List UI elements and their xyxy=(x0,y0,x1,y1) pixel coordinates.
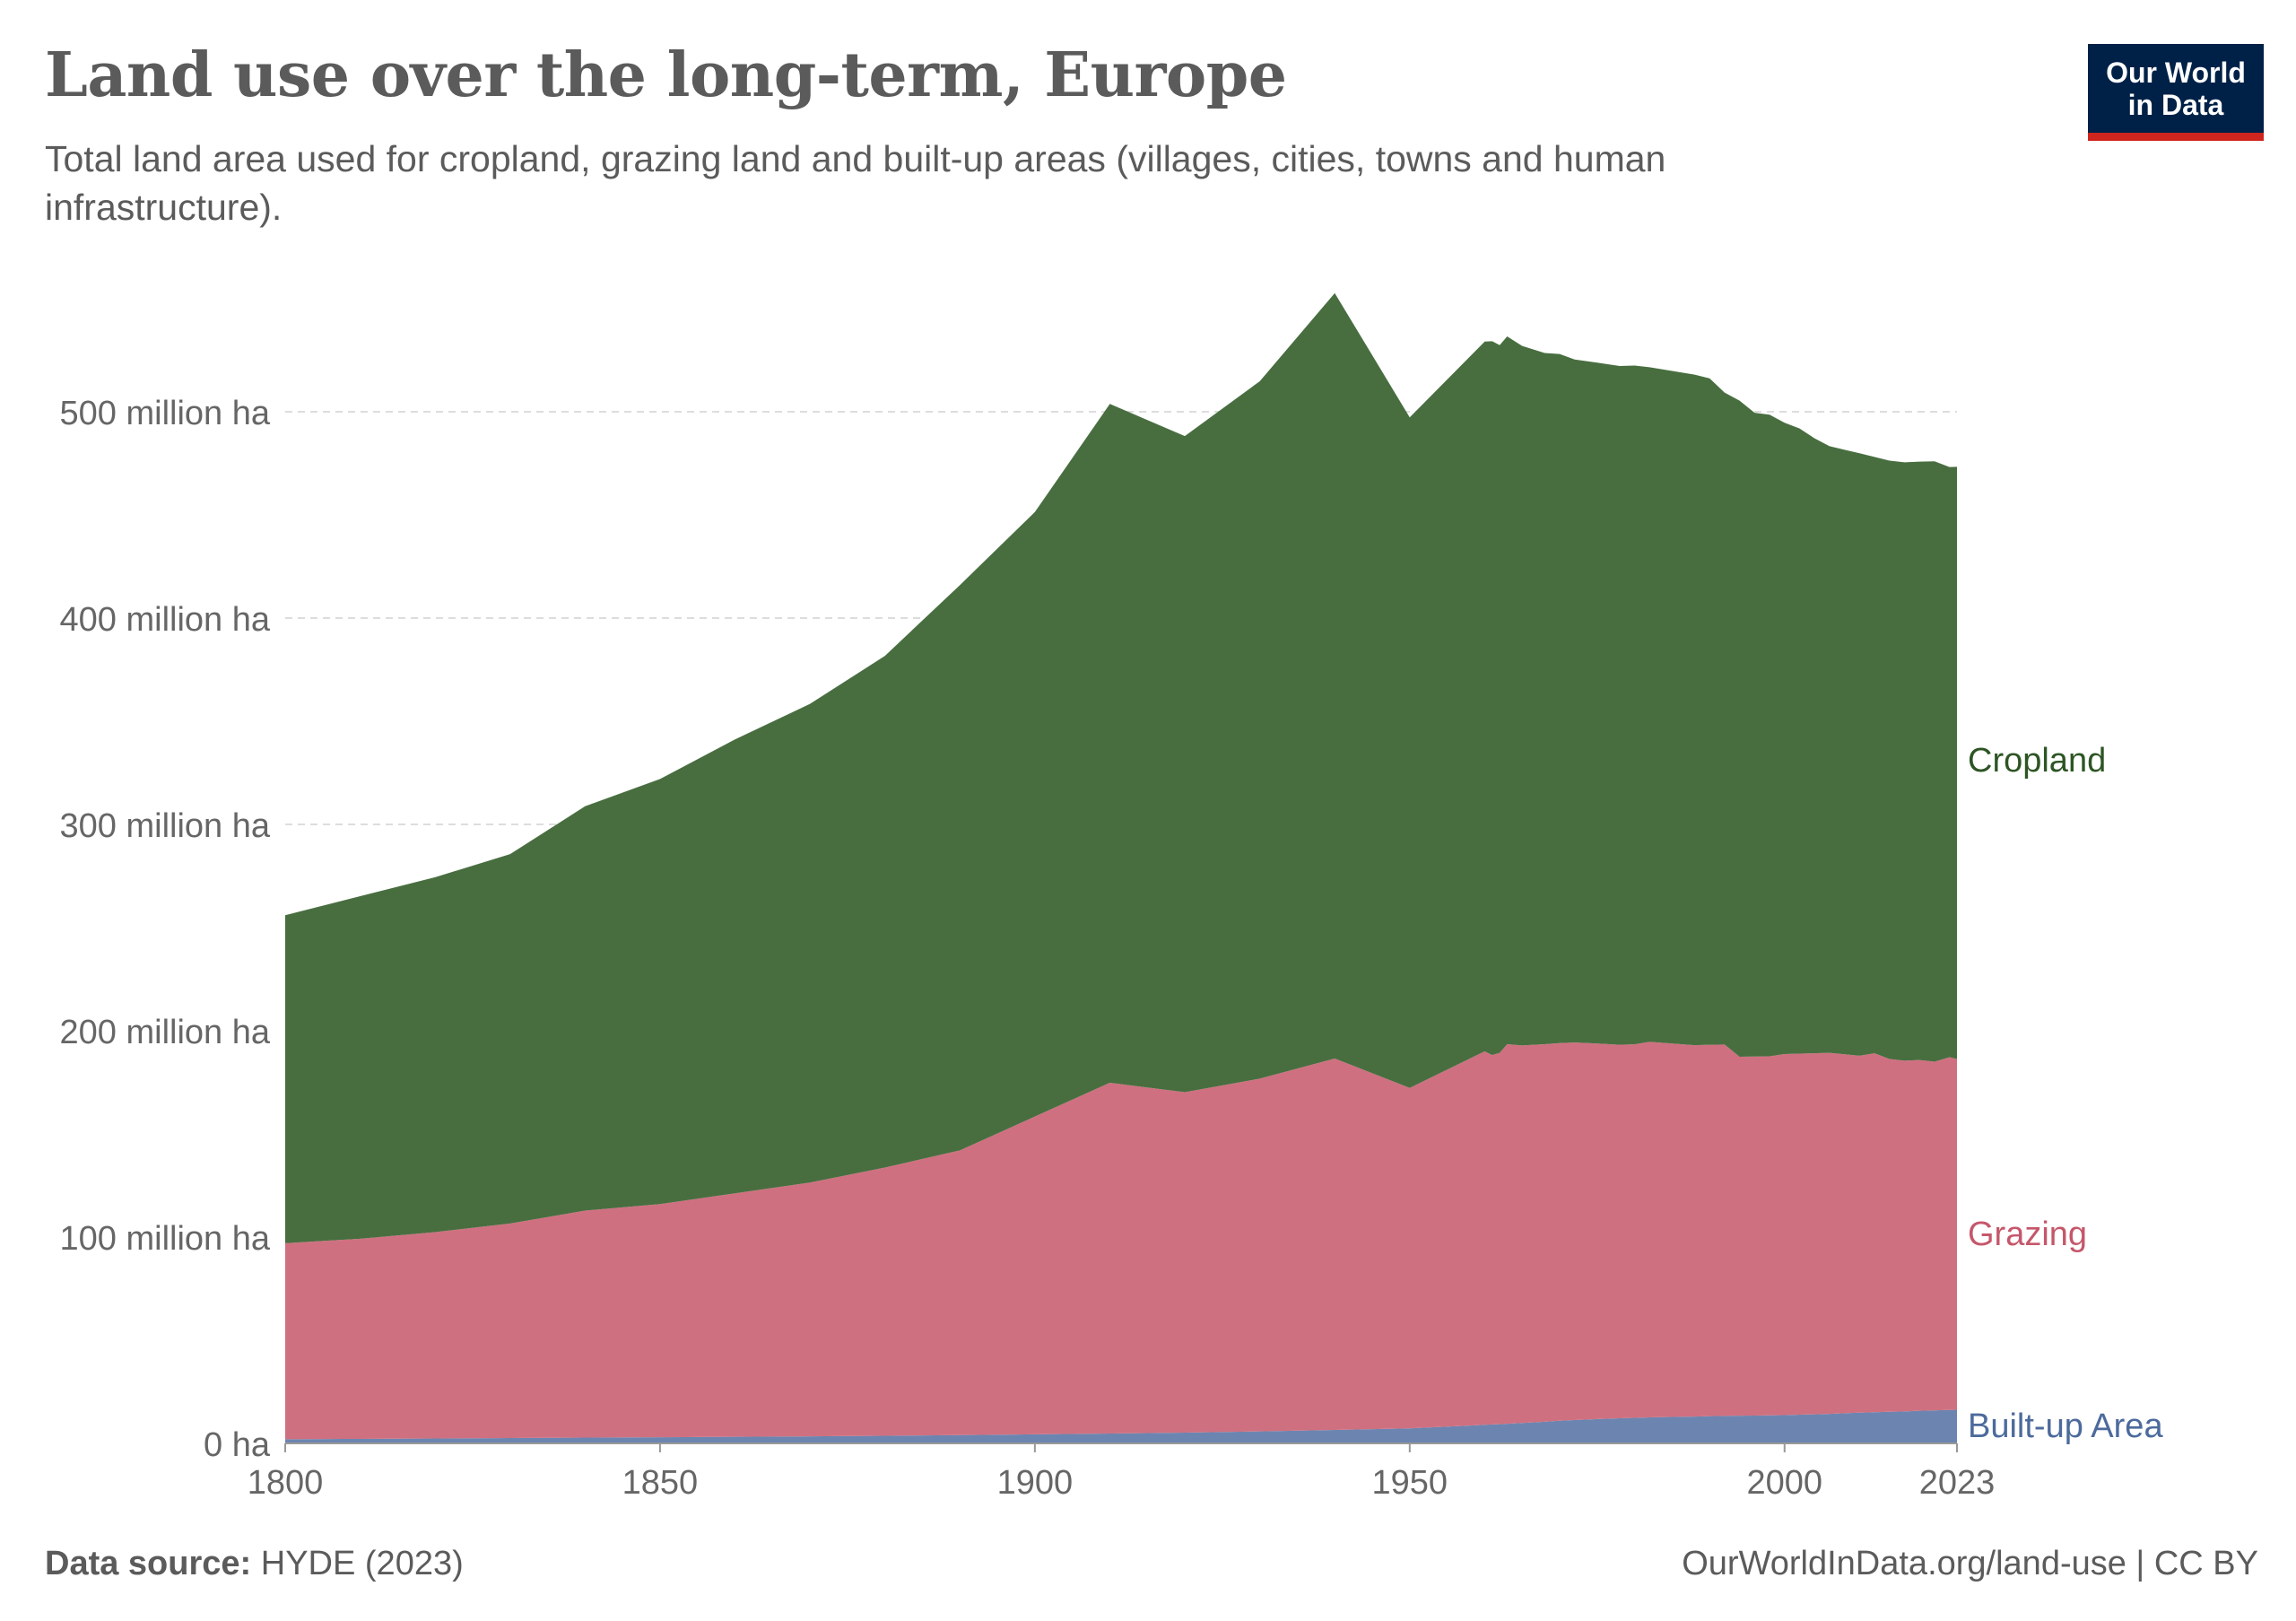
series-label: Cropland xyxy=(1968,742,2106,780)
data-source: Data source: HYDE (2023) xyxy=(45,1545,464,1583)
y-tick-label: 200 million ha xyxy=(60,1014,271,1051)
y-tick-label: 400 million ha xyxy=(60,601,271,639)
owid-logo[interactable]: Our World in Data xyxy=(2088,44,2264,141)
data-source-label: Data source: xyxy=(45,1545,252,1582)
series-labels: Built-up Area Grazing Cropland xyxy=(1968,742,2163,1445)
x-tick-label: 1950 xyxy=(1372,1464,1448,1502)
chart-subtitle: Total land area used for cropland, grazi… xyxy=(45,138,1666,228)
logo-line-1: Our World xyxy=(2106,56,2246,89)
area-grazing xyxy=(285,1041,1957,1440)
area-built-up-area xyxy=(285,1409,1957,1443)
data-source-value: HYDE (2023) xyxy=(260,1545,464,1582)
area-series xyxy=(285,292,1957,1443)
x-tick-label: 1900 xyxy=(997,1464,1074,1502)
y-axis-ticks: 0 ha 100 million ha 200 million ha 300 mill… xyxy=(60,395,271,1464)
chart-title: Land use over the long-term, Europe xyxy=(45,39,1287,111)
x-tick-label: 1850 xyxy=(622,1464,699,1502)
x-tick-label: 2023 xyxy=(1919,1464,1996,1502)
y-tick-label: 0 ha xyxy=(204,1426,271,1464)
x-tick-label: 1800 xyxy=(248,1464,324,1502)
y-tick-label: 500 million ha xyxy=(60,395,271,432)
series-label: Grazing xyxy=(1968,1216,2087,1253)
y-tick-label: 300 million ha xyxy=(60,807,271,845)
y-tick-label: 100 million ha xyxy=(60,1220,271,1258)
series-label: Built-up Area xyxy=(1968,1407,2163,1445)
license-link[interactable]: OurWorldInData.org/land-use | CC BY xyxy=(1682,1545,2258,1582)
area-cropland xyxy=(285,292,1957,1243)
x-tick-label: 2000 xyxy=(1746,1464,1822,1502)
logo-line-2: in Data xyxy=(2127,88,2224,121)
x-axis: 1800 1850 1900 1950 2000 2023 xyxy=(248,1442,1996,1502)
